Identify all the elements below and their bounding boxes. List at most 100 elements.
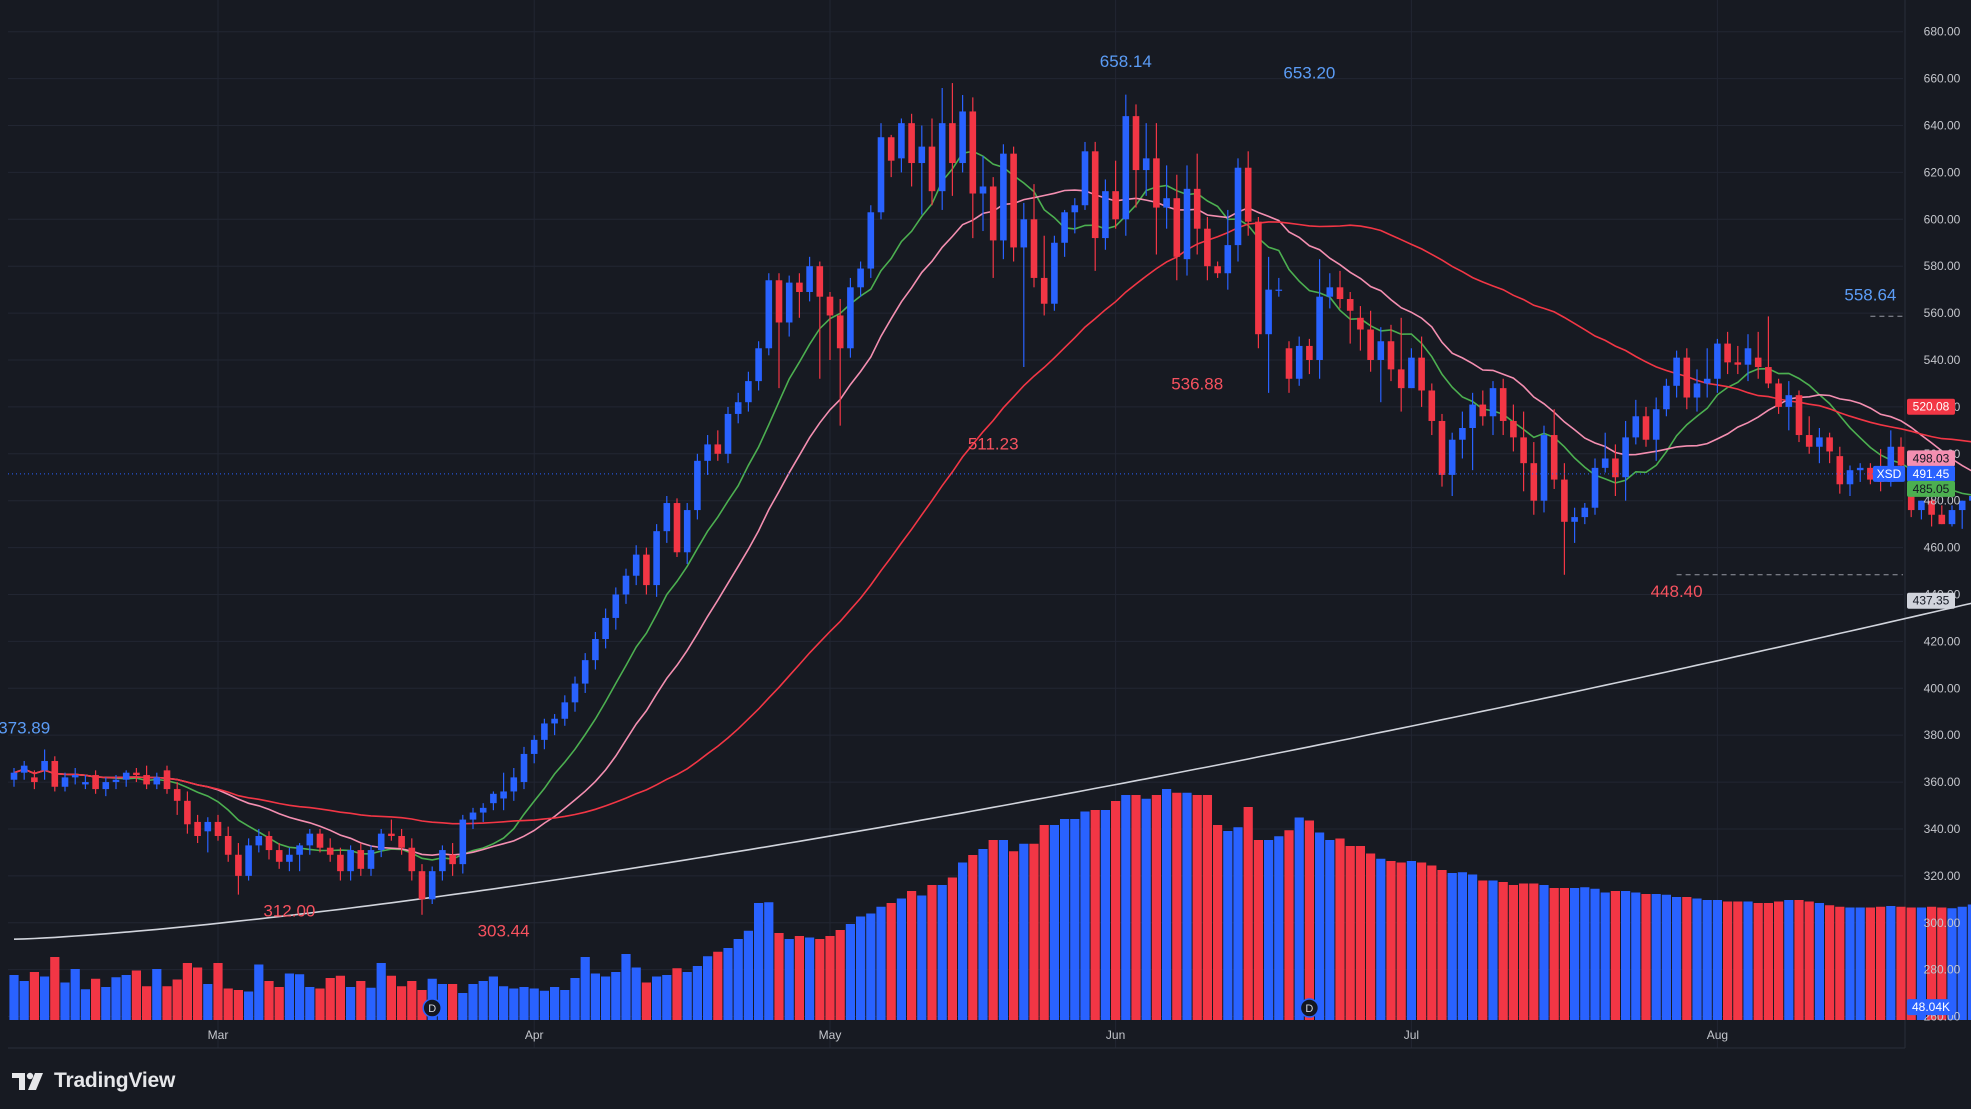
candle-body [1132,116,1140,171]
symbol-badge-label: XSD [1877,467,1902,481]
volume-bar [1957,906,1967,1020]
volume-bar [1855,907,1865,1020]
price-badge-bg [1907,398,1955,415]
candle [1122,94,1130,236]
candle-body [479,807,487,813]
candle [1856,463,1864,482]
candle [1224,209,1232,290]
volume-bar [1927,906,1937,1020]
volume-bar [1294,817,1304,1020]
volume-bar [978,849,988,1020]
price-annotation: 653.20 [1283,64,1335,83]
candle [1397,317,1405,412]
candle-body [1275,289,1283,291]
volume-bar [1070,819,1080,1020]
volume-bar [1763,903,1773,1020]
volume-bar [305,987,315,1020]
price-badge: 491.45 XSD [8,465,1955,482]
candle [1928,498,1935,527]
candle [816,261,824,379]
candle-body [1520,437,1527,464]
candle-body [1081,151,1089,206]
candle-body [694,460,701,511]
candle [530,735,538,764]
volume-bar [325,978,335,1020]
volume-bar [580,957,590,1020]
candle [765,273,773,356]
candle [1816,428,1823,464]
candle-body [1204,228,1211,267]
candle-body [1673,357,1680,386]
candle [1193,153,1201,255]
volume-bar [1335,838,1345,1020]
candle-body [245,845,252,876]
price-axis-label: 420.00 [1924,634,1961,648]
candle-body [1785,395,1793,407]
volume-bar [1019,843,1029,1020]
candle-body [571,683,579,703]
candle [1703,348,1711,398]
volume-bar [1723,901,1733,1020]
volume-bar [1406,861,1416,1020]
price-badge-bg [1907,480,1955,497]
volume-bar [1937,907,1947,1020]
volume-bar [1692,898,1702,1020]
candle [1632,399,1640,445]
dividend-marker-icon[interactable]: D [422,998,442,1018]
volume-bar [1457,872,1467,1020]
candle [1142,123,1150,196]
candle-body [408,847,416,872]
volume-bar [1437,870,1447,1020]
volume-bar [1896,906,1906,1020]
candle-body [1071,205,1079,213]
volume-bar [162,986,172,1020]
candle-body [683,510,691,553]
candle [704,435,711,475]
volume-bar [1641,894,1651,1020]
candle-body [857,268,864,288]
price-chart[interactable]: 373.89 312.00 303.44 658.14 511.23 536.88 653.… [0,0,1971,1060]
candlesticks[interactable] [10,83,1971,915]
candle-body [928,146,936,192]
volume-bar [805,937,815,1020]
candle [1112,160,1119,229]
candle-body [153,777,161,785]
dividend-marker-circle [1299,998,1320,1018]
candle-body [989,186,997,241]
time-axis[interactable]: MarAprMayJunJulAugSep [208,1028,1971,1042]
volume-bar [213,963,223,1020]
candle [745,371,752,412]
candle [1520,411,1527,492]
volume-bar [529,988,539,1020]
volume-bar [519,987,529,1020]
volume-bar [1172,792,1182,1020]
volume-bar [590,973,600,1020]
volume-bar [131,970,141,1020]
candle [541,718,548,750]
candle [1377,327,1385,403]
candle-body [1826,437,1833,452]
candle-body [1591,467,1599,508]
candle-body [1856,467,1864,471]
candle [755,341,762,391]
candle-body [1765,367,1772,384]
candle [408,838,416,881]
tradingview-logo[interactable]: TradingView [12,1066,175,1096]
candle-body [1020,219,1028,248]
candle-body [1183,188,1191,260]
candle [1071,198,1079,234]
candle [439,845,446,881]
candle [1612,444,1619,496]
volume-bar [386,975,396,1020]
price-badge: 520.08 [1907,398,1955,415]
price-axis-label: 480.00 [1924,494,1961,508]
candle [316,828,324,853]
dividend-marker-icon[interactable]: D [1299,998,1320,1018]
time-axis-label: Aug [1707,1028,1728,1042]
candle-body [286,854,293,862]
candle [1652,397,1660,461]
price-axis-label: 600.00 [1924,212,1961,226]
volume-bar [91,978,101,1020]
